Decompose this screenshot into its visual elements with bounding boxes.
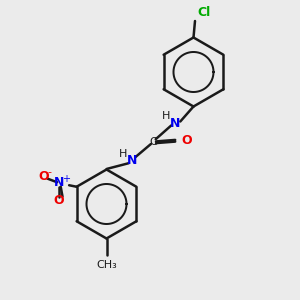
Text: -: - [48, 167, 52, 177]
Text: H: H [119, 148, 128, 159]
Text: H: H [162, 111, 171, 122]
Text: C: C [149, 136, 157, 147]
Text: N: N [53, 176, 64, 189]
Text: CH₃: CH₃ [96, 260, 117, 270]
Text: O: O [53, 194, 64, 207]
Text: Cl: Cl [197, 6, 211, 19]
Text: N: N [170, 116, 180, 130]
Text: +: + [62, 174, 70, 184]
Text: O: O [181, 134, 191, 147]
Text: O: O [38, 170, 49, 183]
Text: N: N [127, 154, 137, 167]
